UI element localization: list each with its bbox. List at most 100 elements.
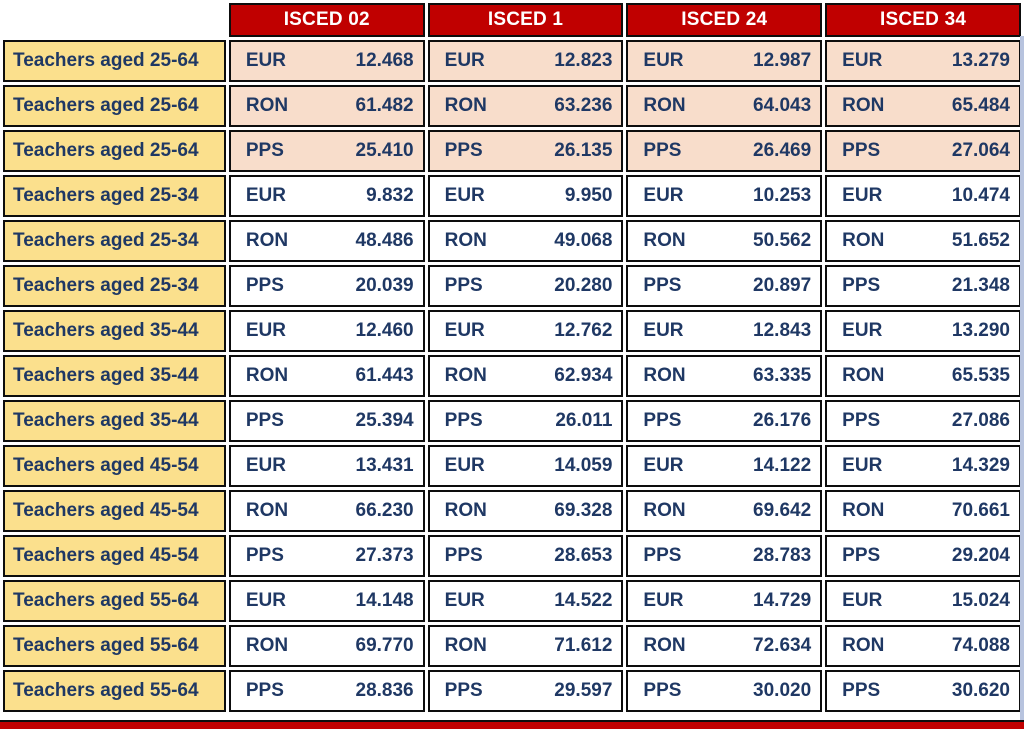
table-row: Teachers aged 45-54 EUR 13.431 EUR 14.059 EUR… [3, 445, 1021, 487]
salary-value: 25.394 [355, 410, 414, 431]
salary-value: 30.620 [951, 680, 1010, 701]
table-row: Teachers aged 45-54 RON 66.230 RON 69.328 RON… [3, 490, 1021, 532]
table-body: Teachers aged 25-64 EUR 12.468 EUR 12.823 EUR… [3, 40, 1021, 712]
currency-label: PPS [842, 680, 881, 701]
salary-value: 14.122 [753, 455, 812, 476]
value-cell: PPS 27.064 [825, 130, 1021, 172]
currency-label: PPS [444, 275, 483, 296]
currency-label: EUR [643, 50, 684, 71]
salary-value: 70.661 [951, 500, 1010, 521]
value-cell: PPS 20.039 [228, 265, 425, 307]
currency-label: PPS [444, 545, 483, 566]
value-cell: PPS 27.086 [825, 400, 1021, 442]
row-label-cell: Teachers aged 25-34 [3, 220, 226, 262]
salary-value: 10.474 [951, 185, 1010, 206]
currency-label: EUR [245, 590, 286, 611]
row-label-cell: Teachers aged 55-64 [3, 670, 226, 712]
currency-label: RON [444, 635, 487, 656]
value-cell: EUR 14.329 [825, 445, 1021, 487]
salary-value: 15.024 [951, 590, 1010, 611]
salary-value: 62.934 [554, 365, 613, 386]
salary-value: 20.039 [355, 275, 414, 296]
currency-label: RON [444, 365, 487, 386]
row-label-cell: Teachers aged 55-64 [3, 580, 226, 622]
salary-value: 72.634 [753, 635, 812, 656]
salary-value: 64.043 [753, 95, 812, 116]
value-cell: RON 61.482 [228, 85, 425, 127]
row-label-cell: Teachers aged 25-64 [3, 40, 226, 82]
currency-label: EUR [444, 590, 485, 611]
column-header-isced24: ISCED 24 [626, 3, 823, 37]
table-row: Teachers aged 55-64 EUR 14.148 EUR 14.522 EUR… [3, 580, 1021, 622]
currency-label: PPS [643, 410, 682, 431]
value-cell: PPS 20.280 [427, 265, 624, 307]
table-row: Teachers aged 25-64 RON 61.482 RON 63.236 RON… [3, 85, 1021, 127]
salary-value: 27.064 [951, 140, 1010, 161]
currency-label: RON [842, 365, 885, 386]
salary-value: 71.612 [554, 635, 613, 656]
currency-label: EUR [245, 455, 286, 476]
value-cell: RON 63.236 [427, 85, 624, 127]
salary-value: 69.328 [554, 500, 613, 521]
currency-label: PPS [444, 410, 483, 431]
currency-label: RON [245, 500, 289, 521]
salary-value: 13.431 [355, 455, 414, 476]
row-label-cell: Teachers aged 35-44 [3, 355, 226, 397]
row-label-cell: Teachers aged 45-54 [3, 445, 226, 487]
salary-value: 28.653 [554, 545, 613, 566]
salary-value: 13.290 [951, 320, 1010, 341]
value-cell: EUR 12.823 [427, 40, 624, 82]
currency-label: PPS [444, 140, 483, 161]
salary-value: 50.562 [753, 230, 812, 251]
value-cell: PPS 26.469 [626, 130, 823, 172]
salary-value: 27.086 [951, 410, 1010, 431]
header-row: ISCED 02 ISCED 1 ISCED 24 ISCED 34 [3, 3, 1021, 37]
column-header-isced1: ISCED 1 [427, 3, 624, 37]
row-label-cell: Teachers aged 25-34 [3, 265, 226, 307]
salary-value: 26.011 [555, 410, 613, 431]
table-row: Teachers aged 55-64 RON 69.770 RON 71.612 RON… [3, 625, 1021, 667]
currency-label: RON [842, 230, 885, 251]
salary-value: 12.843 [753, 320, 812, 341]
value-cell: EUR 14.522 [427, 580, 624, 622]
currency-label: EUR [245, 320, 286, 341]
currency-label: EUR [842, 320, 883, 341]
salary-value: 10.253 [753, 185, 812, 206]
currency-label: PPS [842, 545, 881, 566]
currency-label: EUR [643, 185, 684, 206]
corner-cell [3, 3, 226, 37]
value-cell: PPS 30.620 [825, 670, 1021, 712]
salary-value: 65.484 [951, 95, 1010, 116]
currency-label: EUR [444, 50, 485, 71]
salary-value: 21.348 [951, 275, 1010, 296]
currency-label: RON [842, 95, 885, 116]
value-cell: RON 72.634 [626, 625, 823, 667]
value-cell: EUR 14.122 [626, 445, 823, 487]
row-label-cell: Teachers aged 55-64 [3, 625, 226, 667]
value-cell: EUR 10.474 [825, 175, 1021, 217]
salary-value: 29.204 [951, 545, 1010, 566]
salary-value: 13.279 [951, 50, 1010, 71]
salary-value: 20.897 [753, 275, 812, 296]
currency-label: RON [842, 500, 885, 521]
salary-value: 49.068 [554, 230, 613, 251]
salary-value: 61.443 [355, 365, 414, 386]
column-header-isced34: ISCED 34 [825, 3, 1021, 37]
salary-value: 69.770 [355, 635, 414, 656]
table-row: Teachers aged 25-64 PPS 25.410 PPS 26.135 PPS… [3, 130, 1021, 172]
value-cell: PPS 25.394 [228, 400, 425, 442]
currency-label: PPS [643, 140, 682, 161]
salary-value: 28.783 [753, 545, 812, 566]
row-label-cell: Teachers aged 45-54 [3, 535, 226, 577]
salary-value: 69.642 [753, 500, 812, 521]
salary-value: 48.486 [355, 230, 414, 251]
salary-value: 9.950 [564, 185, 613, 206]
value-cell: RON 50.562 [626, 220, 823, 262]
currency-label: PPS [245, 275, 284, 296]
value-cell: RON 74.088 [825, 625, 1021, 667]
table-row: Teachers aged 25-34 RON 48.486 RON 49.068 RON… [3, 220, 1021, 262]
salary-value: 14.522 [554, 590, 613, 611]
salary-value: 14.148 [355, 590, 414, 611]
value-cell: RON 61.443 [228, 355, 425, 397]
